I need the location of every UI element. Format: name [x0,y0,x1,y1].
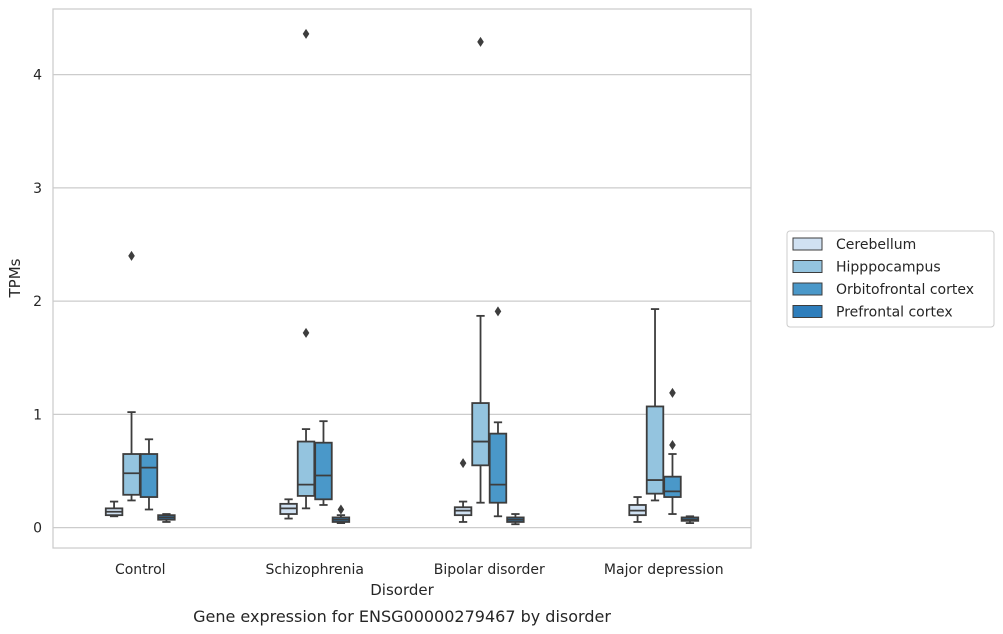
x-tick-labels: Control Schizophrenia Bipolar disorder Majo… [115,562,724,578]
outlier-point [494,306,502,317]
outlier-point [669,439,676,450]
y-tick-label: 0 [33,521,42,537]
iqr-box [139,453,159,498]
outlier-point [477,36,484,47]
outlier-point [302,327,310,338]
y-tick-labels: 0 1 2 3 4 [33,68,42,537]
legend-frame [786,230,995,328]
y-tick-label: 2 [33,294,42,310]
box-prefrontal-cortex [506,513,525,526]
legend-label: Prefrontal cortex [836,305,953,321]
box-hipppocampus [122,250,141,502]
box-cerebellum [453,458,473,523]
outlier-point [459,458,467,469]
outlier-point [669,387,676,398]
y-tick-label: 3 [33,181,42,197]
plot-frame [52,8,752,549]
legend-label: Hipppocampus [836,260,941,276]
grid [53,74,751,529]
outlier-point [302,28,310,39]
box-prefrontal-cortex [680,515,700,524]
iqr-box [122,453,141,496]
y-tick-label: 4 [33,68,42,84]
iqr-box [296,440,316,497]
box-prefrontal-cortex [157,513,176,523]
legend-label: Orbitofrontal cortex [836,282,974,298]
x-axis-title: Disorder [370,581,434,599]
outlier-point [337,504,345,515]
legend-label: Cerebellum [836,237,916,253]
box-orbitofrontal-cortex [139,438,159,511]
iqr-box [663,475,682,498]
boxplots [104,28,700,526]
y-tick-label: 1 [33,407,42,423]
box-cerebellum [279,498,298,520]
iqr-box [314,441,333,501]
iqr-box [488,432,508,504]
x-tick-label: Major depression [604,562,724,578]
chart-caption: Gene expression for ENSG00000279467 by d… [193,607,611,626]
legend-swatch [792,260,823,273]
box-orbitofrontal-cortex [314,420,333,506]
iqr-box [645,405,665,495]
x-tick-label: Control [115,562,166,578]
legend-swatch [792,305,823,318]
y-axis-title: TPMs [6,258,24,298]
x-tick-label: Bipolar disorder [434,562,545,578]
box-cerebellum [104,500,124,518]
outlier-point [128,250,135,261]
box-hipppocampus [645,308,665,502]
box-orbitofrontal-cortex [488,306,508,518]
legend-swatch [792,237,823,251]
box-prefrontal-cortex [331,504,351,524]
legend: Cerebellum Hipppocampus Orbitofrontal cort… [786,230,995,328]
box-orbitofrontal-cortex [663,387,682,515]
legend-swatch [792,282,823,296]
iqr-box [471,402,490,467]
box-cerebellum [628,496,647,523]
x-tick-label: Schizophrenia [266,562,364,578]
